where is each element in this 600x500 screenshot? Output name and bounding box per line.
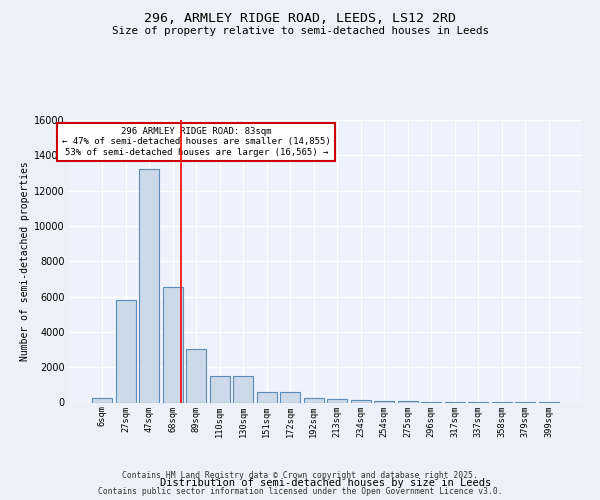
Bar — [210, 376, 230, 402]
X-axis label: Distribution of semi-detached houses by size in Leeds: Distribution of semi-detached houses by … — [160, 478, 491, 488]
Bar — [139, 170, 159, 402]
Y-axis label: Number of semi-detached properties: Number of semi-detached properties — [20, 162, 30, 361]
Bar — [92, 398, 112, 402]
Bar — [116, 300, 136, 402]
Bar — [374, 400, 394, 402]
Text: Contains public sector information licensed under the Open Government Licence v3: Contains public sector information licen… — [98, 486, 502, 496]
Text: Contains HM Land Registry data © Crown copyright and database right 2025.: Contains HM Land Registry data © Crown c… — [122, 472, 478, 480]
Bar — [186, 348, 206, 403]
Bar — [327, 399, 347, 402]
Bar — [163, 287, 183, 403]
Text: 296 ARMLEY RIDGE ROAD: 83sqm
← 47% of semi-detached houses are smaller (14,855)
: 296 ARMLEY RIDGE ROAD: 83sqm ← 47% of se… — [62, 127, 331, 157]
Bar — [233, 376, 253, 402]
Bar — [257, 392, 277, 402]
Bar — [351, 400, 371, 402]
Text: 296, ARMLEY RIDGE ROAD, LEEDS, LS12 2RD: 296, ARMLEY RIDGE ROAD, LEEDS, LS12 2RD — [144, 12, 456, 26]
Bar — [304, 398, 324, 402]
Text: Size of property relative to semi-detached houses in Leeds: Size of property relative to semi-detach… — [112, 26, 488, 36]
Bar — [280, 392, 300, 402]
